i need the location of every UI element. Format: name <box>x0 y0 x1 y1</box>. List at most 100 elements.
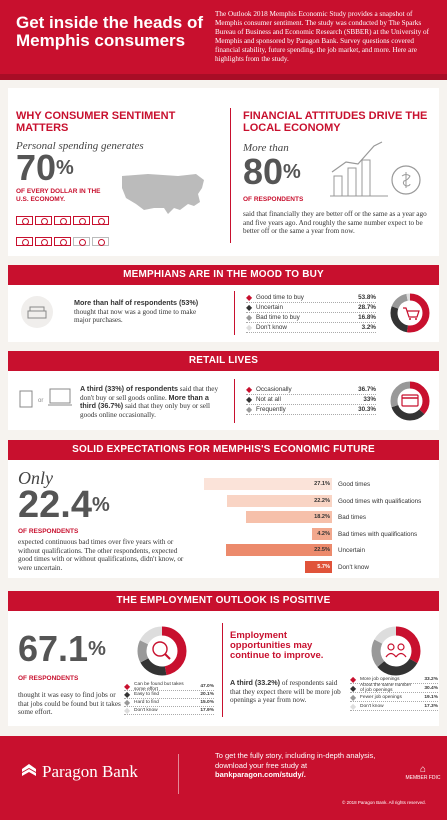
retail-legend: ◆ Occasionally 36.7% ◆ Not at all 33% ◆ Frequen… <box>246 385 376 415</box>
employment-legend: ◆ Can be found but takes some effort 47.0%… <box>124 681 214 715</box>
bar <box>305 560 332 573</box>
employment-banner: THE EMPLOYMENT OUTLOOK IS POSITIVE <box>8 591 439 611</box>
attitudes-heading: FINANCIAL ATTITUDES DRIVE THE LOCAL ECON… <box>243 110 428 134</box>
expectations-lead: Only <box>18 468 53 488</box>
legend-row: ◆ Don't know 17.9% <box>124 706 214 715</box>
legend-value: 17.3% <box>424 703 438 709</box>
magnifier-icon <box>152 641 171 660</box>
legend-row: ◆ About the same number of job openings 30… <box>350 683 438 693</box>
legend-marker-icon: ◆ <box>124 706 131 715</box>
donut-slice <box>137 626 187 676</box>
legend-label: Uncertain <box>256 304 283 311</box>
employment-panel: 67.1% OF RESPONDENTS thought it was easy… <box>8 611 439 726</box>
growth-chart-icon <box>330 141 421 197</box>
legend-value: 33% <box>363 396 376 403</box>
footer-divider <box>178 754 179 794</box>
legend-row: ◆ Can be found but takes some effort 47.0% <box>124 681 214 692</box>
legend-value: 36.7% <box>358 386 376 393</box>
retail-panel: or A third (33%) of respondents said tha… <box>8 371 439 430</box>
donut-slice <box>390 293 430 333</box>
fdic-badge: ⌂ MEMBER FDIC <box>405 764 441 781</box>
donut-slice <box>137 626 187 676</box>
legend-label: Can be found but takes some effort <box>134 681 184 692</box>
legend-label: About the same number of job openings <box>360 683 412 693</box>
legend-value: 17.9% <box>200 708 214 713</box>
study-link[interactable]: bankparagon.com/study/. <box>215 770 306 779</box>
legend-label: More job openings <box>360 676 400 682</box>
bar <box>227 494 332 507</box>
expectations-banner: SOLID EXPECTATIONS FOR MEMPHIS'S ECONOMI… <box>8 440 439 460</box>
devices-icon: or <box>19 388 72 408</box>
bar-value: 18.2% <box>314 514 330 520</box>
legend-label: Don't know <box>256 324 287 331</box>
sentiment-stat: 70% <box>16 147 74 188</box>
sentiment-caption: OF EVERY DOLLAR IN THE U.S. ECONOMY. <box>16 188 101 203</box>
bar <box>246 511 332 523</box>
retail-text: A third (33%) of respondents said that t… <box>80 384 219 419</box>
legend-value: 20.1% <box>200 692 214 697</box>
legend-label: Not at all <box>256 396 281 403</box>
sentiment-section: WHY CONSUMER SENTIMENT MATTERS Personal … <box>8 88 439 256</box>
employment-body: thought it was easy to find jobs or that… <box>18 691 121 716</box>
bar-value: 5.7% <box>317 563 330 570</box>
expectations-bar-chart: 27.1% Good times 22.2% Good times with qual… <box>188 478 438 578</box>
bar-label: Bad times with qualifications <box>338 530 418 538</box>
footer-cta: To get the fully story, including in-dep… <box>215 751 376 779</box>
legend-row: ◆ Frequently 30.3% <box>246 405 376 415</box>
expectations-stat: 22.4% <box>18 484 110 526</box>
bar-label: Bad times <box>338 514 366 521</box>
legend-label: Easy to find <box>134 692 160 697</box>
expectations-body: expected continuous bad times over five … <box>18 538 184 572</box>
donut-slice <box>371 626 421 676</box>
legend-marker-icon: ◆ <box>124 698 131 707</box>
legend-row: ◆ Not at all 33% <box>246 395 376 405</box>
legend-marker-icon: ◆ <box>246 313 253 322</box>
employment-heading: Employment opportunities may continue to… <box>230 630 324 661</box>
legend-value: 16.8% <box>358 314 376 321</box>
attitudes-body: said that financially they are better of… <box>243 210 427 235</box>
bar-value: 22.5% <box>314 547 330 553</box>
retail-divider <box>234 379 235 423</box>
legend-label: Frequently <box>256 406 286 413</box>
legend-row: ◆ Don't know 17.3% <box>350 702 438 711</box>
buy-donut <box>390 293 430 333</box>
bar <box>225 544 332 556</box>
legend-value: 30.4% <box>424 685 438 691</box>
bar-label: Good times <box>338 481 371 488</box>
employment-caption: OF RESPONDENTS <box>18 675 79 682</box>
donut-slice <box>371 626 421 676</box>
svg-text:or: or <box>38 398 43 404</box>
legend-value: 53.8% <box>358 294 376 301</box>
buy-panel: More than half of respondents (53%) thou… <box>8 285 439 342</box>
legend-marker-icon: ◆ <box>246 385 253 394</box>
legend-marker-icon: ◆ <box>350 701 357 711</box>
legend-marker-icon: ◆ <box>246 323 253 332</box>
legend-label: Bad time to buy <box>256 314 300 321</box>
expectations-caption: OF RESPONDENTS <box>18 528 79 535</box>
legend-row: ◆ Bad time to buy 16.8% <box>246 313 376 323</box>
legend-value: 28.7% <box>358 304 376 311</box>
employment-donut <box>137 626 187 676</box>
legend-marker-icon: ◆ <box>350 683 357 693</box>
legend-marker-icon: ◆ <box>124 690 131 699</box>
paragon-logo-icon <box>22 764 36 776</box>
legend-row: ◆ Hard to find 15.0% <box>124 698 214 707</box>
retail-donut <box>390 381 430 421</box>
intro-text: The Outlook 2018 Memphis Economic Study … <box>215 10 429 63</box>
us-map-icon <box>122 174 204 214</box>
legend-row: ◆ Uncertain 28.7% <box>246 303 376 313</box>
legend-label: Good time to buy <box>256 294 304 301</box>
legend-marker-icon: ◆ <box>246 293 253 302</box>
attitudes-lead: More than <box>243 142 289 154</box>
legend-value: 33.2% <box>424 676 438 682</box>
page-title: Get inside the heads of Memphis consumer… <box>16 13 204 50</box>
footer: Paragon Bank To get the fully story, inc… <box>0 736 447 820</box>
legend-marker-icon: ◆ <box>246 395 253 404</box>
legend-label: Occasionally <box>256 386 292 393</box>
bar-label: Good times with qualifications <box>338 497 422 505</box>
legend-row: ◆ More job openings 33.2% <box>350 675 438 684</box>
sentiment-lead: Personal spending generates <box>16 140 144 152</box>
legend-row: ◆ Don't know 3.2% <box>246 323 376 333</box>
credit-card-icon <box>401 394 419 407</box>
cart-icon <box>403 307 420 320</box>
